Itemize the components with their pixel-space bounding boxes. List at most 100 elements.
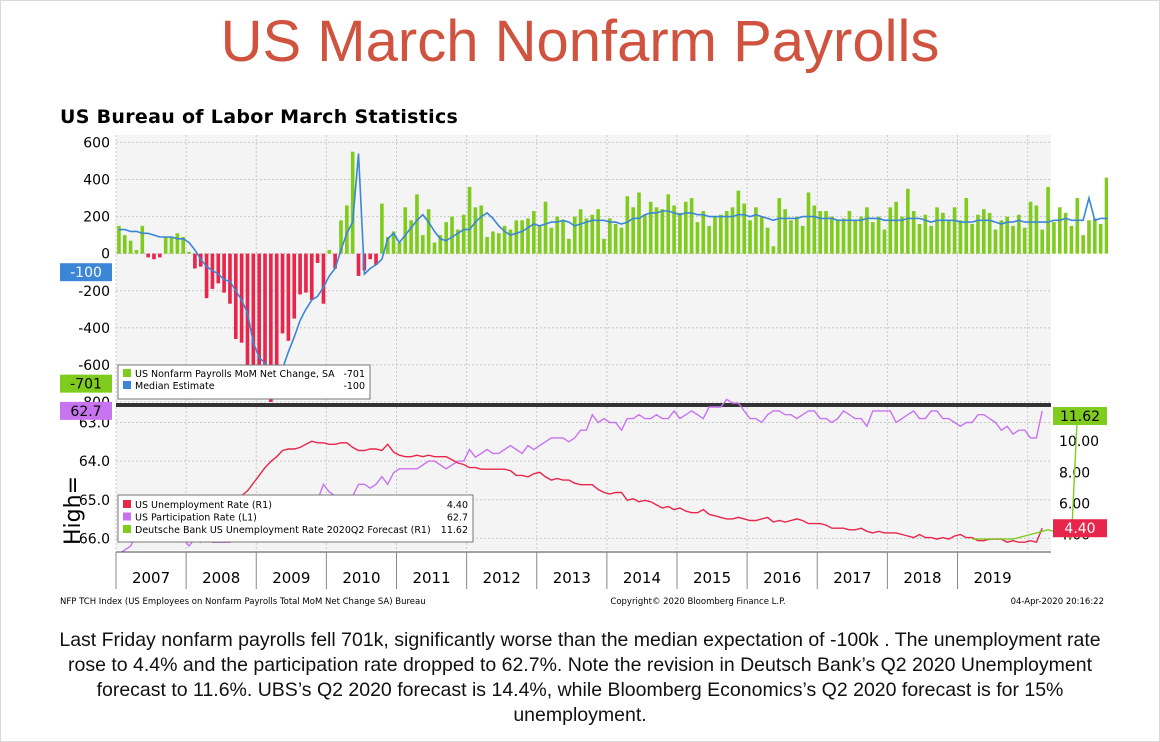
left-y-tick-label: 66.0	[79, 531, 110, 547]
payroll-bar	[479, 205, 484, 254]
payroll-bar	[561, 220, 565, 254]
top-y-tick-label: -400	[78, 321, 110, 337]
payroll-bar	[882, 229, 887, 254]
payroll-bar	[701, 211, 706, 254]
tag-participation-bg	[60, 401, 112, 420]
payroll-bar	[257, 253, 261, 399]
payroll-bar	[981, 209, 986, 254]
payroll-bar	[783, 209, 787, 254]
payroll-bar	[865, 207, 869, 254]
payroll-bar	[643, 214, 647, 254]
payroll-bar	[146, 253, 150, 258]
payroll-bar	[1028, 201, 1033, 254]
payroll-bar	[946, 220, 951, 254]
payroll-bar	[987, 212, 992, 254]
payroll-bar	[859, 216, 863, 254]
payroll-bar	[567, 238, 571, 254]
footer-source: NFP TCH Index (US Employees on Nonfarm P…	[60, 597, 426, 607]
tag-payroll-bg	[60, 374, 112, 393]
payroll-bar	[420, 235, 425, 254]
payroll-bar	[491, 231, 495, 254]
payroll-bar	[613, 224, 618, 254]
year-label: 2016	[763, 569, 801, 587]
unemployment-rate-line	[118, 440, 1043, 544]
panel-divider	[116, 403, 1051, 407]
payroll-bar	[1087, 220, 1091, 254]
payroll-bar	[175, 233, 180, 254]
payroll-bar	[1063, 212, 1068, 254]
payroll-bar	[730, 207, 735, 254]
top-y-tick-label: 0	[101, 247, 110, 263]
footer-timestamp: 04-Apr-2020 20:16:22	[1011, 597, 1104, 607]
payroll-bar	[117, 225, 121, 254]
right-y-tick-label: 10.00	[1059, 434, 1099, 450]
payroll-bar	[754, 207, 758, 254]
payroll-bar	[835, 220, 840, 254]
top-legend-box	[117, 364, 371, 400]
payroll-bar	[1081, 235, 1085, 254]
payroll-bar	[964, 198, 969, 254]
payroll-bar	[929, 225, 934, 254]
top-y-tick-label: -600	[78, 358, 110, 374]
payroll-bar	[911, 211, 916, 254]
payroll-bar	[473, 207, 478, 254]
payroll-bar	[748, 220, 752, 254]
payroll-bar	[514, 220, 519, 254]
payroll-bar	[1075, 198, 1080, 254]
payroll-bar	[625, 196, 630, 254]
payroll-bar	[187, 251, 191, 254]
payroll-bar	[1034, 205, 1039, 254]
payroll-bar	[900, 216, 904, 254]
payroll-bar	[274, 253, 279, 384]
payroll-bar	[578, 209, 583, 254]
payroll-bar	[637, 192, 641, 254]
payroll-bar	[999, 220, 1004, 254]
payroll-bar	[158, 253, 162, 258]
payroll-bar	[204, 253, 209, 299]
payroll-bar	[993, 229, 998, 254]
payroll-bar	[467, 186, 472, 254]
year-label: 2011	[412, 569, 450, 587]
payroll-bar	[818, 211, 822, 254]
payroll-bar	[590, 214, 595, 254]
payroll-bar	[683, 201, 688, 254]
payroll-bar	[824, 211, 828, 254]
payroll-bar	[321, 253, 326, 304]
legend-value: -100	[343, 381, 365, 392]
top-y-tick-label: -200	[78, 284, 110, 300]
payroll-bar	[426, 209, 431, 254]
legend-swatch	[123, 381, 131, 389]
payroll-bar	[526, 218, 530, 254]
payroll-bar	[742, 203, 747, 254]
payroll-bar	[403, 207, 408, 254]
payroll-bar	[152, 253, 156, 260]
payroll-bar	[193, 253, 197, 269]
right-y-tick-label: 6.00	[1059, 496, 1090, 512]
payroll-bar	[888, 207, 893, 254]
year-label: 2015	[693, 569, 731, 587]
payroll-bar	[239, 253, 244, 343]
payroll-bar	[719, 214, 723, 254]
payroll-bar	[584, 218, 589, 254]
year-label: 2018	[903, 569, 941, 587]
payroll-bar	[222, 253, 226, 293]
payroll-bar	[923, 214, 928, 254]
payroll-bar	[128, 240, 133, 254]
tag-payroll-value: -701	[70, 377, 102, 393]
left-y-tick-label: 65.0	[79, 493, 110, 509]
payroll-bar	[415, 194, 419, 254]
payroll-bar	[228, 253, 232, 304]
payroll-bar	[941, 212, 945, 254]
payroll-bar	[1098, 224, 1103, 254]
legend-swatch	[123, 525, 131, 533]
top-y-tick-label: 600	[83, 135, 110, 151]
payroll-bar	[660, 209, 665, 254]
payroll-bar	[122, 235, 127, 254]
footer-copyright: Copyright© 2020 Bloomberg Finance L.P.	[610, 597, 785, 607]
top-y-tick-label: 400	[83, 173, 110, 189]
bloomberg-chart: US Bureau of Labor March Statistics 600 4…	[58, 100, 1108, 610]
payroll-bar	[385, 236, 390, 254]
payroll-bar	[391, 231, 396, 254]
payroll-bar	[537, 225, 542, 254]
payroll-bar	[648, 201, 653, 254]
